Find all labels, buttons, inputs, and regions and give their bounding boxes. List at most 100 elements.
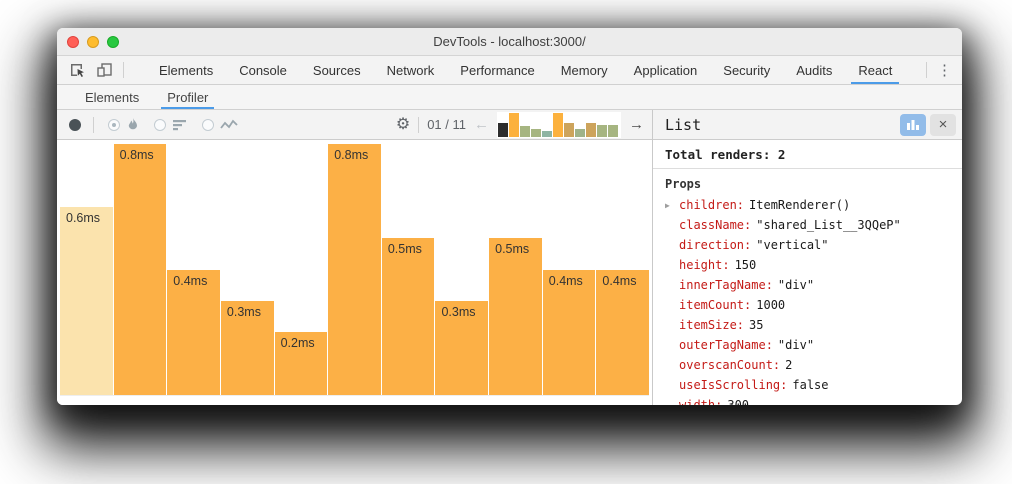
minichart-bar[interactable]	[586, 123, 596, 137]
interactions-chart-icon[interactable]	[220, 118, 238, 132]
devtools-tabs: Elements Console Sources Network Performance…	[146, 56, 905, 84]
devtools-tab[interactable]: Memory	[560, 62, 608, 78]
toolbar-separator	[926, 62, 927, 78]
flamegraph-bar[interactable]: 0.5ms	[381, 238, 435, 395]
flamegraph-bar[interactable]: 0.4ms	[167, 269, 220, 395]
devtools-tab[interactable]: React	[845, 56, 905, 84]
flamegraph-bar[interactable]: 0.8ms	[113, 144, 167, 395]
snapshot-index: 01 / 11	[427, 117, 466, 132]
prop-key: useIsScrolling:	[679, 378, 788, 392]
device-toolbar-icon[interactable]	[96, 62, 113, 78]
next-snapshot-arrow-icon[interactable]: →	[629, 116, 644, 133]
props-heading: Props	[665, 177, 702, 191]
minichart-bar[interactable]	[498, 122, 508, 137]
profiler-toolbar: ⚙ 01 / 11 ← →	[57, 110, 652, 140]
disclosure-triangle-icon[interactable]: ▶	[665, 200, 670, 210]
devtools-tab[interactable]: Elements	[159, 62, 214, 78]
prop-key: innerTagName:	[679, 278, 773, 292]
radio-selected-icon[interactable]	[108, 118, 120, 131]
close-window-button[interactable]	[67, 35, 79, 48]
minichart-bar[interactable]	[597, 125, 607, 137]
flamegraph-bar[interactable]: 0.2ms	[274, 332, 328, 395]
devtools-tab-bar: Elements Console Sources Network Performance…	[57, 56, 962, 85]
toolbar-separator	[123, 62, 124, 78]
devtools-tab[interactable]: Network	[386, 62, 435, 78]
prop-row: useIsScrolling: false	[665, 375, 950, 395]
devtools-tab[interactable]: Application	[633, 62, 698, 78]
react-subtab[interactable]: Elements	[85, 89, 140, 105]
bar-duration-label: 0.8ms	[334, 148, 369, 162]
props-section: Props ▶ children: ItemRenderer() classNa…	[653, 169, 962, 405]
overflow-menu-icon[interactable]: ⋮	[937, 61, 952, 79]
title-bar: DevTools - localhost:3000/	[57, 28, 962, 56]
previous-snapshot-arrow-icon[interactable]: ←	[474, 116, 489, 133]
inspect-element-icon[interactable]	[69, 62, 86, 78]
bar-duration-label: 0.3ms	[441, 304, 476, 319]
flamegraph-mode-radio[interactable]	[108, 117, 140, 133]
prop-key: itemCount:	[679, 298, 752, 312]
flamegraph-bar[interactable]: 0.4ms	[596, 269, 650, 395]
settings-gear-icon[interactable]: ⚙	[395, 115, 411, 133]
flamegraph-bars: 0.6ms 0.8ms 0.4ms 0.3ms 0.2ms 0.8ms 0.	[60, 144, 650, 396]
view-renders-chart-button[interactable]	[900, 113, 926, 136]
total-renders: Total renders: 2	[653, 140, 962, 169]
radio-unselected-icon[interactable]	[202, 118, 214, 131]
snapshot-selector-minichart[interactable]	[497, 111, 621, 138]
panel-header: List ×	[653, 110, 962, 140]
minichart-bar[interactable]	[509, 112, 519, 137]
devtools-tab[interactable]: Audits	[796, 62, 833, 78]
react-subtab[interactable]: Profiler	[153, 85, 222, 109]
devtools-tab[interactable]: Performance	[460, 62, 535, 78]
bar-duration-label: 0.4ms	[173, 273, 208, 288]
minichart-bar[interactable]	[531, 128, 541, 137]
flamegraph-bar[interactable]: 0.5ms	[489, 238, 542, 395]
bar-duration-label: 0.2ms	[280, 336, 315, 351]
flamegraph-bar[interactable]: 0.3ms	[220, 300, 274, 395]
flamegraph-bar[interactable]: 0.8ms	[328, 144, 381, 395]
flame-icon[interactable]	[126, 117, 140, 133]
flamegraph-bar[interactable]: 0.3ms	[435, 300, 489, 395]
devtools-tab[interactable]: Console	[239, 62, 287, 78]
bar-duration-label: 0.3ms	[226, 304, 261, 319]
prop-value: 1000	[756, 298, 786, 312]
prop-key: direction:	[679, 238, 752, 252]
prop-key: itemSize:	[679, 318, 745, 332]
traffic-lights	[67, 35, 119, 48]
minichart-bar[interactable]	[575, 129, 585, 137]
prop-value: 35	[749, 318, 764, 332]
minichart-bar[interactable]	[553, 112, 563, 137]
devtools-tab[interactable]: Sources	[312, 62, 361, 78]
flamegraph-bar[interactable]: 0.4ms	[542, 269, 596, 395]
toolbar-separator	[93, 116, 94, 133]
react-subtab-bar: Elements Profiler	[57, 85, 962, 110]
minimize-window-button[interactable]	[87, 35, 99, 48]
prop-key: height:	[679, 258, 730, 272]
radio-unselected-icon[interactable]	[154, 118, 166, 131]
minichart-bar[interactable]	[542, 131, 552, 137]
prop-row: height: 150	[665, 255, 950, 275]
flamegraph-bar[interactable]: 0.6ms	[60, 206, 113, 395]
prop-row: itemCount: 1000	[665, 295, 950, 315]
ranked-chart-icon[interactable]	[172, 118, 188, 132]
prop-value: 300	[727, 398, 750, 405]
flamegraph-chart: 0.6ms 0.8ms 0.4ms 0.3ms 0.2ms 0.8ms 0.	[57, 140, 652, 405]
zoom-window-button[interactable]	[107, 35, 119, 48]
interactions-mode-radio[interactable]	[202, 118, 238, 132]
minichart-bar[interactable]	[564, 123, 574, 137]
window-title: DevTools - localhost:3000/	[433, 34, 586, 49]
prop-row: width: 300	[665, 395, 950, 405]
devtools-tab[interactable]: Security	[723, 62, 771, 78]
minichart-bar[interactable]	[520, 125, 530, 137]
toolbar-separator	[418, 116, 420, 133]
close-panel-button[interactable]: ×	[930, 113, 956, 136]
prop-row: ▶ children: ItemRenderer()	[665, 195, 950, 215]
minichart-bar[interactable]	[608, 125, 618, 137]
prop-value: ItemRenderer()	[749, 198, 851, 212]
bar-duration-label: 0.4ms	[548, 273, 583, 288]
ranked-mode-radio[interactable]	[154, 118, 188, 132]
record-button[interactable]	[69, 118, 81, 131]
bar-duration-label: 0.6ms	[66, 210, 101, 225]
prop-row: overscanCount: 2	[665, 355, 950, 375]
prop-value: "div"	[777, 338, 815, 352]
component-name: List	[665, 115, 702, 134]
